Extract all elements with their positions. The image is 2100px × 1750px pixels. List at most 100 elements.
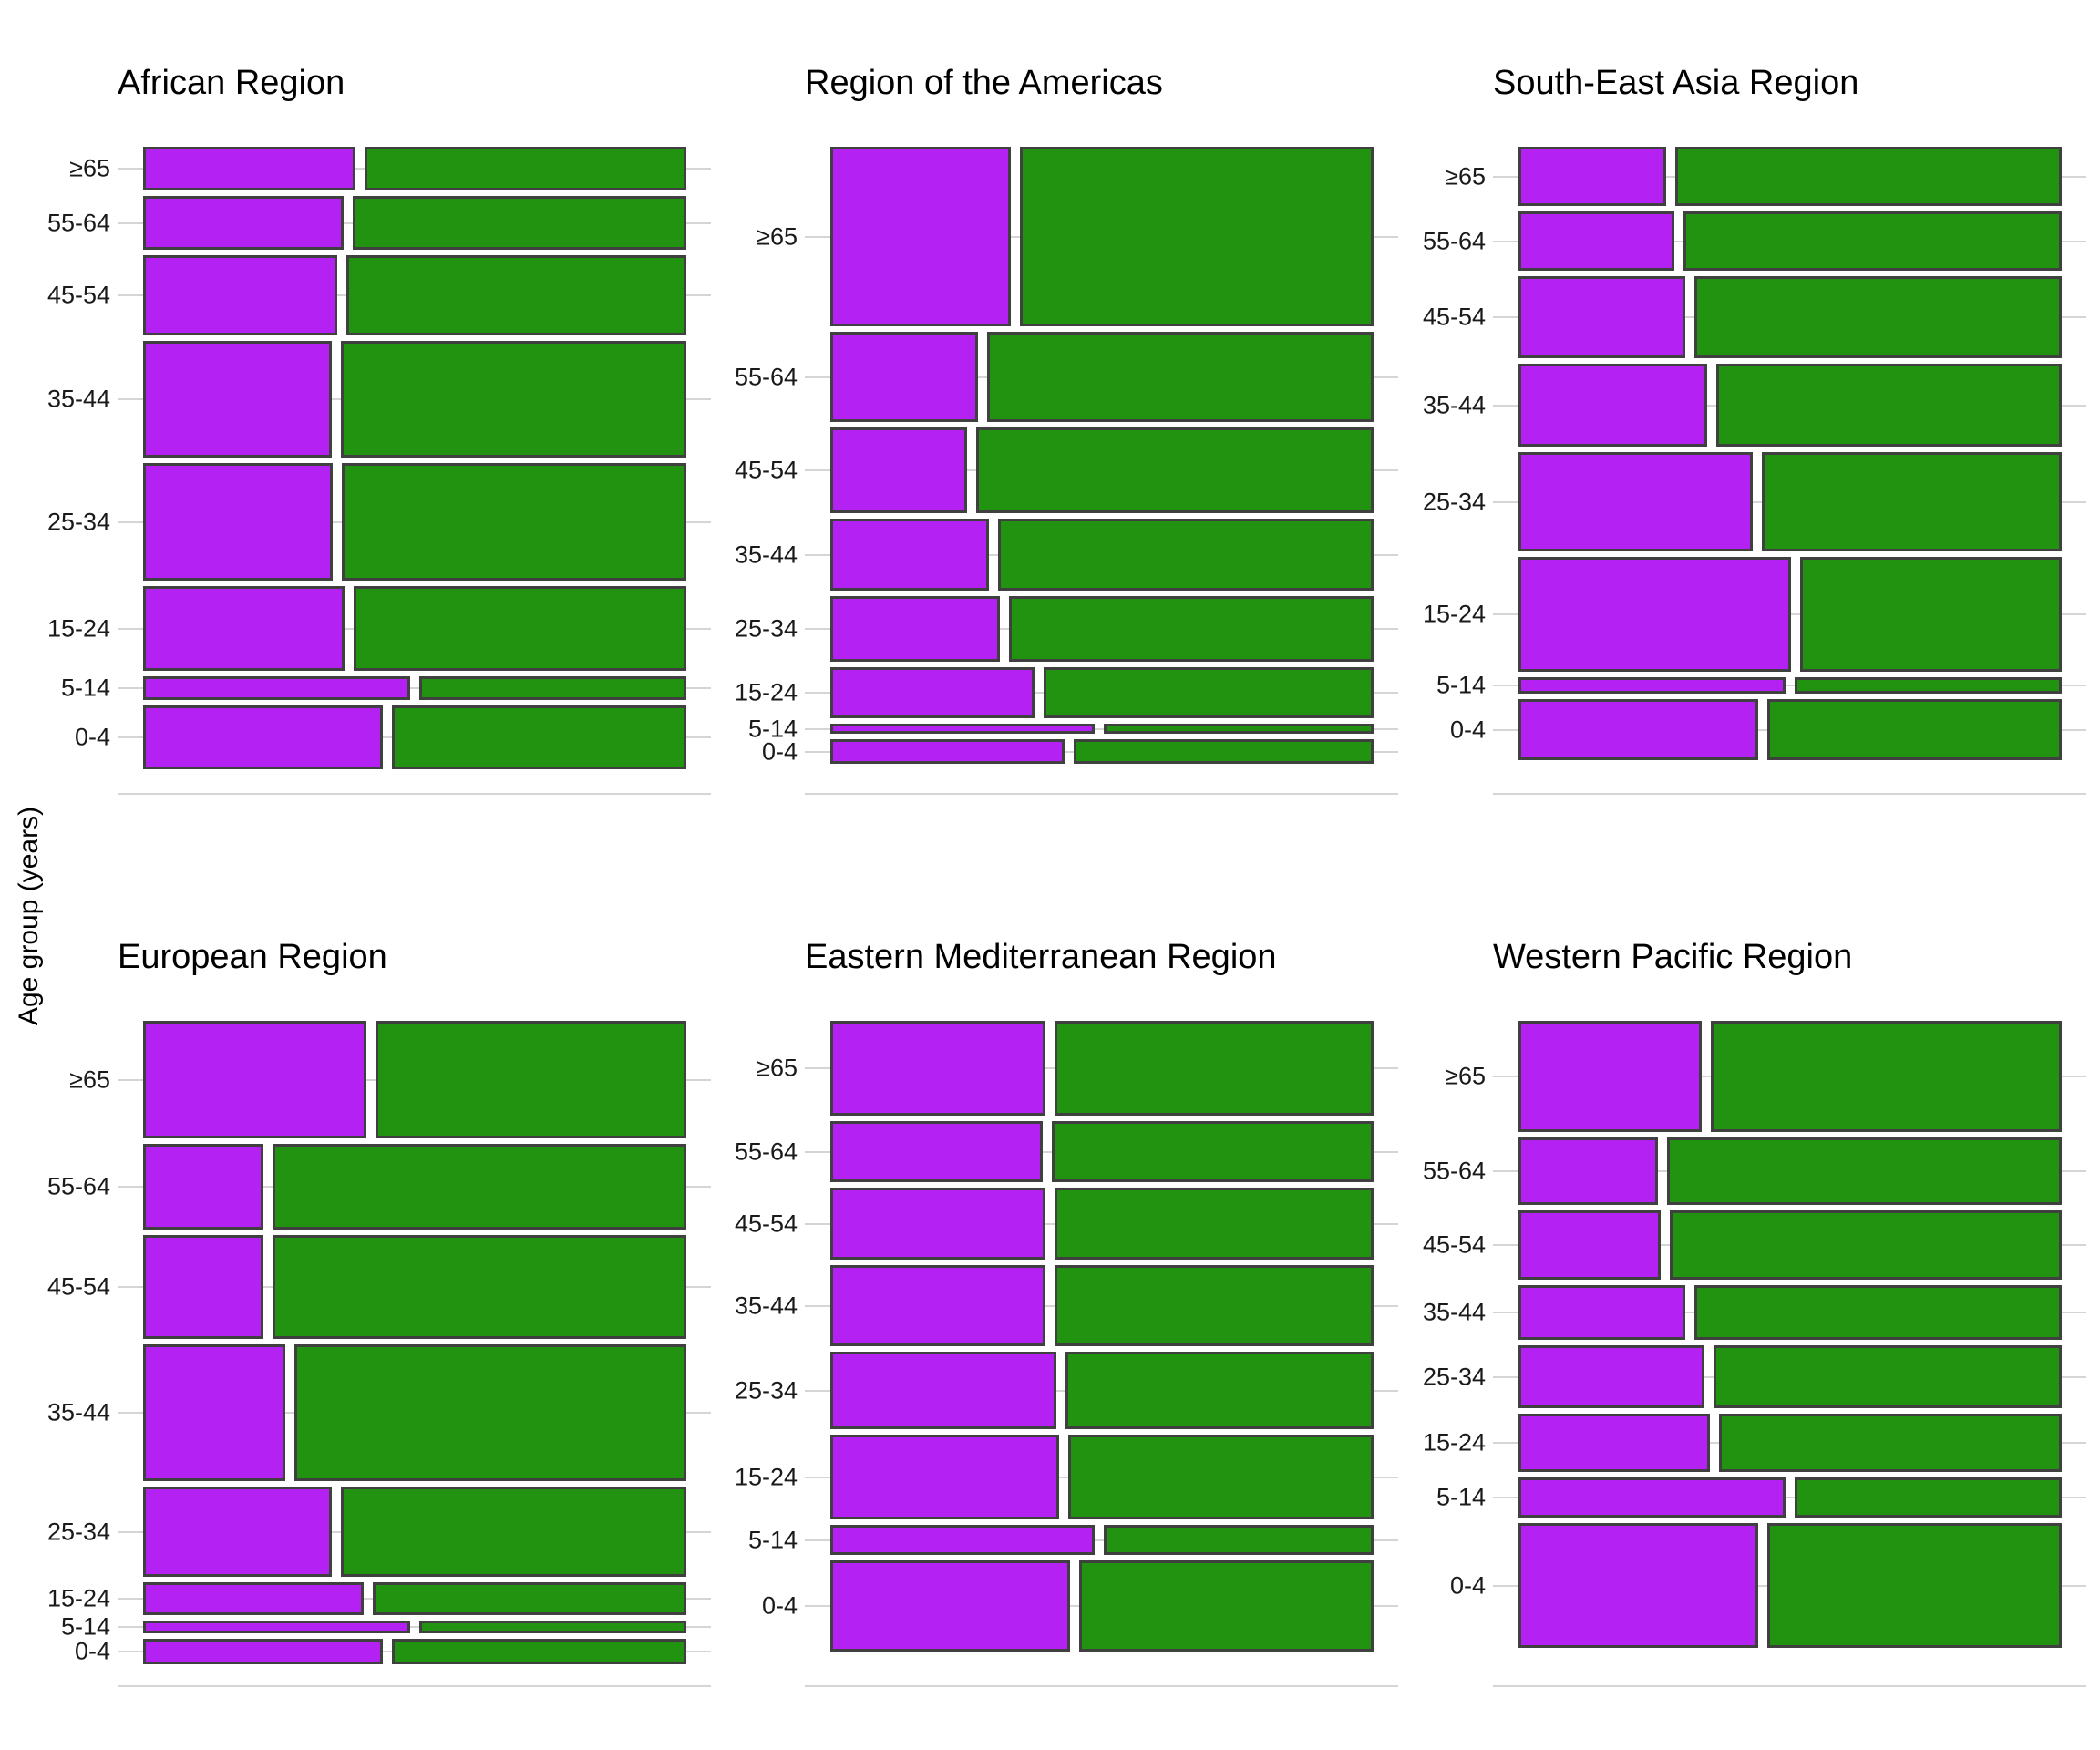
panel-european-region: European Region ≥65 55-64 45-54 35-44 25-34 1… [47,938,711,1687]
panel-region-of-the-americas: Region of the Americas ≥65 55-64 45-54 35-4… [735,64,1398,795]
purple-segment [830,332,978,422]
mosaic-row-35-44: 35-44 [735,519,1398,591]
green-segment [1074,739,1374,764]
y-tick-label: 0-4 [1449,1571,1486,1599]
y-tick-label: 35-44 [1422,391,1486,418]
y-tick-label: 15-24 [46,1584,110,1612]
purple-segment [830,1021,1046,1116]
purple-segment [830,1560,1071,1652]
mosaic-row-45-54: 45-54 [47,1235,711,1339]
mosaic-row-45-54: 45-54 [1423,276,2086,358]
green-segment [341,341,686,458]
y-tick-label: 35-44 [734,540,798,568]
mosaic-row-55-64: 55-64 [47,196,711,250]
purple-segment [1518,1138,1658,1205]
purple-segment [1518,1414,1710,1472]
green-segment [1055,1265,1374,1346]
y-tick-label: 0-4 [74,1637,110,1665]
green-segment [392,1639,686,1664]
y-tick-label: 55-64 [1422,227,1486,254]
y-tick-label: 35-44 [1422,1298,1486,1326]
mosaic-row-0-4: 0-4 [1450,1523,2086,1648]
green-segment [1008,596,1374,662]
y-tick-label: 5-14 [1436,671,1486,699]
purple-segment [830,147,1011,326]
y-tick-label: 45-54 [46,281,110,309]
purple-segment [143,705,384,769]
x-axis-line [805,1685,1398,1687]
mosaic-row-≥65: ≥65 [1445,1021,2086,1132]
y-tick-label: 55-64 [734,363,798,390]
mosaic-row-15-24: 15-24 [735,1435,1398,1519]
y-tick-label: 35-44 [46,385,110,413]
mosaic-rows: ≥65 55-64 45-54 35-44 25-34 15-24 5-14 0-4 [47,147,711,769]
green-segment [1669,1210,2062,1280]
tick-gridline [118,687,711,689]
purple-segment [143,196,345,250]
panel-south-east-asia-region: South-East Asia Region ≥65 55-64 45-54 35-4… [1423,64,2086,795]
purple-segment [830,667,1035,718]
purple-segment [143,1021,367,1138]
y-tick-label: ≥65 [69,1065,110,1093]
y-tick-label: 45-54 [734,1210,798,1237]
purple-segment [830,1435,1060,1519]
green-segment [1715,364,2062,447]
green-segment [975,427,1374,513]
y-tick-label: 55-64 [1422,1157,1486,1185]
purple-segment [1518,1345,1704,1408]
mosaic-row-0-4: 0-4 [762,1560,1398,1652]
y-tick-label: 25-34 [734,614,798,643]
y-tick-label: 0-4 [761,737,798,765]
green-segment [353,196,686,250]
mosaic-rows: ≥65 55-64 45-54 35-44 25-34 15-24 5-14 0-4 [1423,1021,2086,1648]
mosaic-row-25-34: 25-34 [47,1487,711,1577]
green-segment [419,1621,686,1633]
purple-segment [830,1121,1044,1182]
mosaic-row-0-4: 0-4 [762,739,1398,764]
mosaic-rows: ≥65 55-64 45-54 35-44 25-34 15-24 5-14 0-4 [47,1021,711,1664]
y-tick-label: 45-54 [1422,1230,1486,1259]
green-segment [1055,1188,1374,1260]
y-tick-label: ≥65 [1445,1062,1486,1090]
purple-segment [143,586,345,671]
green-segment [1693,1285,2062,1340]
tick-gridline [1493,1497,2086,1498]
purple-segment [1518,147,1666,206]
green-segment [1666,1138,2062,1205]
mosaic-row-5-14: 5-14 [61,1614,711,1639]
purple-segment [143,1621,410,1633]
green-segment [365,147,686,190]
purple-segment [1518,1285,1685,1340]
y-tick-label: 35-44 [46,1398,110,1426]
mosaic-row-35-44: 35-44 [47,341,711,458]
mosaic-row-≥65: ≥65 [1445,147,2086,206]
mosaic-row-≥65: ≥65 [69,1021,711,1138]
purple-segment [143,147,356,190]
y-tick-label: 35-44 [734,1292,798,1319]
mosaic-row-35-44: 35-44 [735,1265,1398,1346]
x-axis-line [1493,1685,2086,1687]
mosaic-row-15-24: 15-24 [1423,557,2086,672]
mosaic-row-55-64: 55-64 [735,332,1398,422]
mosaic-row-45-54: 45-54 [735,1188,1398,1260]
x-axis-line [118,1685,711,1687]
y-tick-label: 15-24 [1422,1428,1486,1457]
y-tick-label: 5-14 [1436,1483,1486,1511]
purple-segment [1518,1477,1786,1518]
x-axis-line [1493,793,2086,795]
y-tick-label: 45-54 [734,456,798,484]
y-tick-label: 45-54 [1422,303,1486,331]
mosaic-row-15-24: 15-24 [735,667,1398,718]
green-segment [1718,1414,2062,1472]
y-tick-label: 25-34 [46,508,110,535]
y-tick-label: 55-64 [46,1172,110,1200]
y-tick-label: 5-14 [747,1526,798,1553]
y-tick-label: ≥65 [69,154,110,182]
green-segment [1079,1560,1374,1652]
panel-eastern-mediterranean-region: Eastern Mediterranean Region ≥65 55-64 45-… [735,938,1398,1687]
purple-segment [830,427,967,513]
mosaic-row-≥65: ≥65 [757,1021,1398,1116]
mosaic-row-55-64: 55-64 [735,1121,1398,1182]
mosaic-rows: ≥65 55-64 45-54 35-44 25-34 15-24 5-14 0-4 [735,1021,1398,1652]
